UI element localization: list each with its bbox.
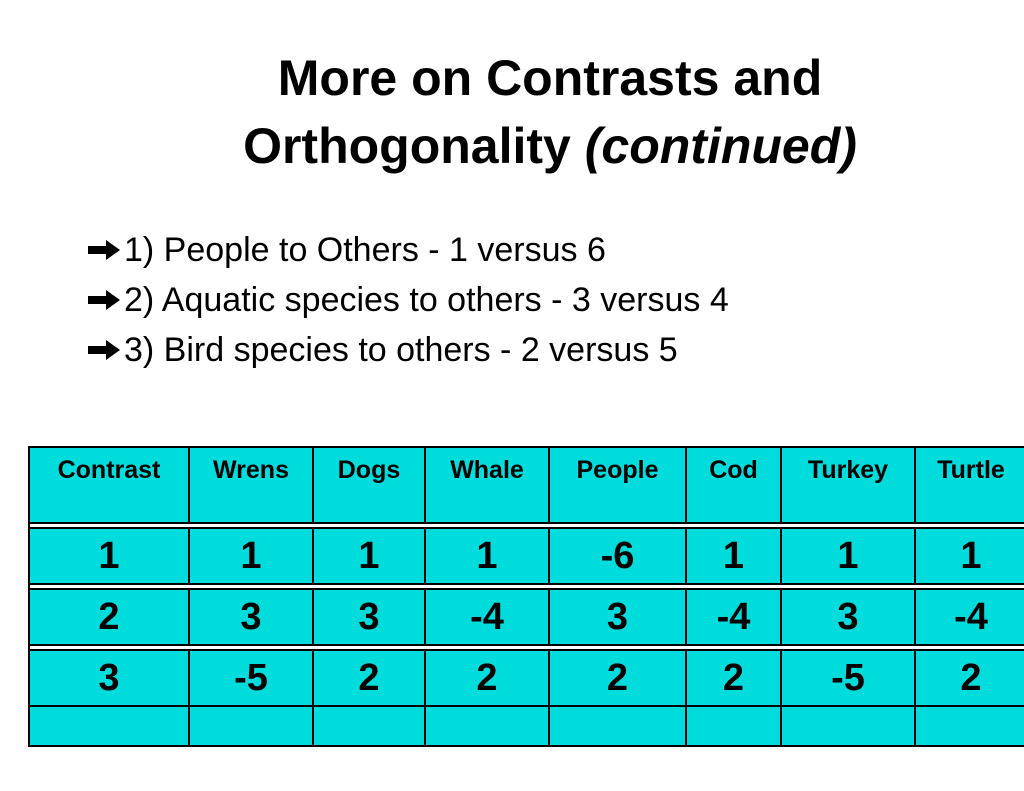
bullet-text: 1) People to Others - 1 versus 6 xyxy=(124,230,606,269)
bullet-text: 3) Bird species to others - 2 versus 5 xyxy=(124,330,678,369)
header-cell: Contrast xyxy=(30,448,190,522)
table-row: 3 -5 2 2 2 2 -5 2 xyxy=(30,649,1024,707)
table-cell xyxy=(916,707,1024,745)
table-cell: 2 xyxy=(30,590,190,644)
table-cell: 3 xyxy=(30,651,190,705)
table-row: 2 3 3 -4 3 -4 3 -4 xyxy=(30,588,1024,646)
bullet-item: 2) Aquatic species to others - 3 versus … xyxy=(86,275,729,325)
table-cell: 1 xyxy=(426,529,550,583)
header-cell: Cod xyxy=(687,448,782,522)
table-cell: 1 xyxy=(30,529,190,583)
table-cell: 2 xyxy=(960,656,982,699)
table-cell: -6 xyxy=(550,529,687,583)
table-cell: 3 xyxy=(190,590,314,644)
right-arrow-icon xyxy=(88,240,120,260)
table-cell xyxy=(190,707,314,745)
table-cell xyxy=(687,707,782,745)
title-line-2: Orthogonality (continued) xyxy=(180,112,920,180)
title-line-1: More on Contrasts and xyxy=(277,50,823,106)
contrast-table: Contrast Wrens Dogs Whale People Cod Tur… xyxy=(28,446,1024,747)
table-cell xyxy=(782,707,916,745)
header-cell: Whale xyxy=(426,448,550,522)
bullet-list: 1) People to Others - 1 versus 6 2) Aqua… xyxy=(86,225,729,375)
table-cell: -4 xyxy=(954,595,988,638)
right-arrow-icon xyxy=(88,290,120,310)
header-cell: Dogs xyxy=(314,448,426,522)
table-cell: -4 xyxy=(426,590,550,644)
table-cell xyxy=(314,707,426,745)
right-arrow-icon xyxy=(88,340,120,360)
table-cell: 3 xyxy=(550,590,687,644)
table-cell xyxy=(550,707,687,745)
table-header-row: Contrast Wrens Dogs Whale People Cod Tur… xyxy=(30,448,1024,524)
slide-title: More on Contrasts and Orthogonality (con… xyxy=(180,44,920,180)
table-cell: 1 xyxy=(314,529,426,583)
bullet-item: 1) People to Others - 1 versus 6 xyxy=(86,225,729,275)
table-cell: -5 xyxy=(782,651,916,705)
table-row: 1 1 1 1 -6 1 1 1 xyxy=(30,527,1024,585)
table-cell xyxy=(30,707,190,745)
table-cell: 1 xyxy=(190,529,314,583)
table-cell: 2 xyxy=(426,651,550,705)
table-cell: -5 xyxy=(190,651,314,705)
bullet-item: 3) Bird species to others - 2 versus 5 xyxy=(86,325,729,375)
header-cell: Turkey xyxy=(782,448,916,522)
table-cell: 1 xyxy=(687,529,782,583)
header-cell: Turtle xyxy=(937,456,1005,484)
header-cell: People xyxy=(550,448,687,522)
table-cell: -4 xyxy=(687,590,782,644)
table-cell: 3 xyxy=(782,590,916,644)
table-row-empty xyxy=(30,707,1024,747)
title-main: Orthogonality xyxy=(243,118,571,174)
title-italic: (continued) xyxy=(584,118,857,174)
table-cell: 1 xyxy=(782,529,916,583)
table-cell xyxy=(426,707,550,745)
table-cell: 3 xyxy=(314,590,426,644)
table-cell: 2 xyxy=(314,651,426,705)
table-cell: 2 xyxy=(687,651,782,705)
bullet-text: 2) Aquatic species to others - 3 versus … xyxy=(124,280,729,319)
table-cell: 2 xyxy=(550,651,687,705)
header-cell: Wrens xyxy=(190,448,314,522)
table-cell: 1 xyxy=(960,534,982,577)
